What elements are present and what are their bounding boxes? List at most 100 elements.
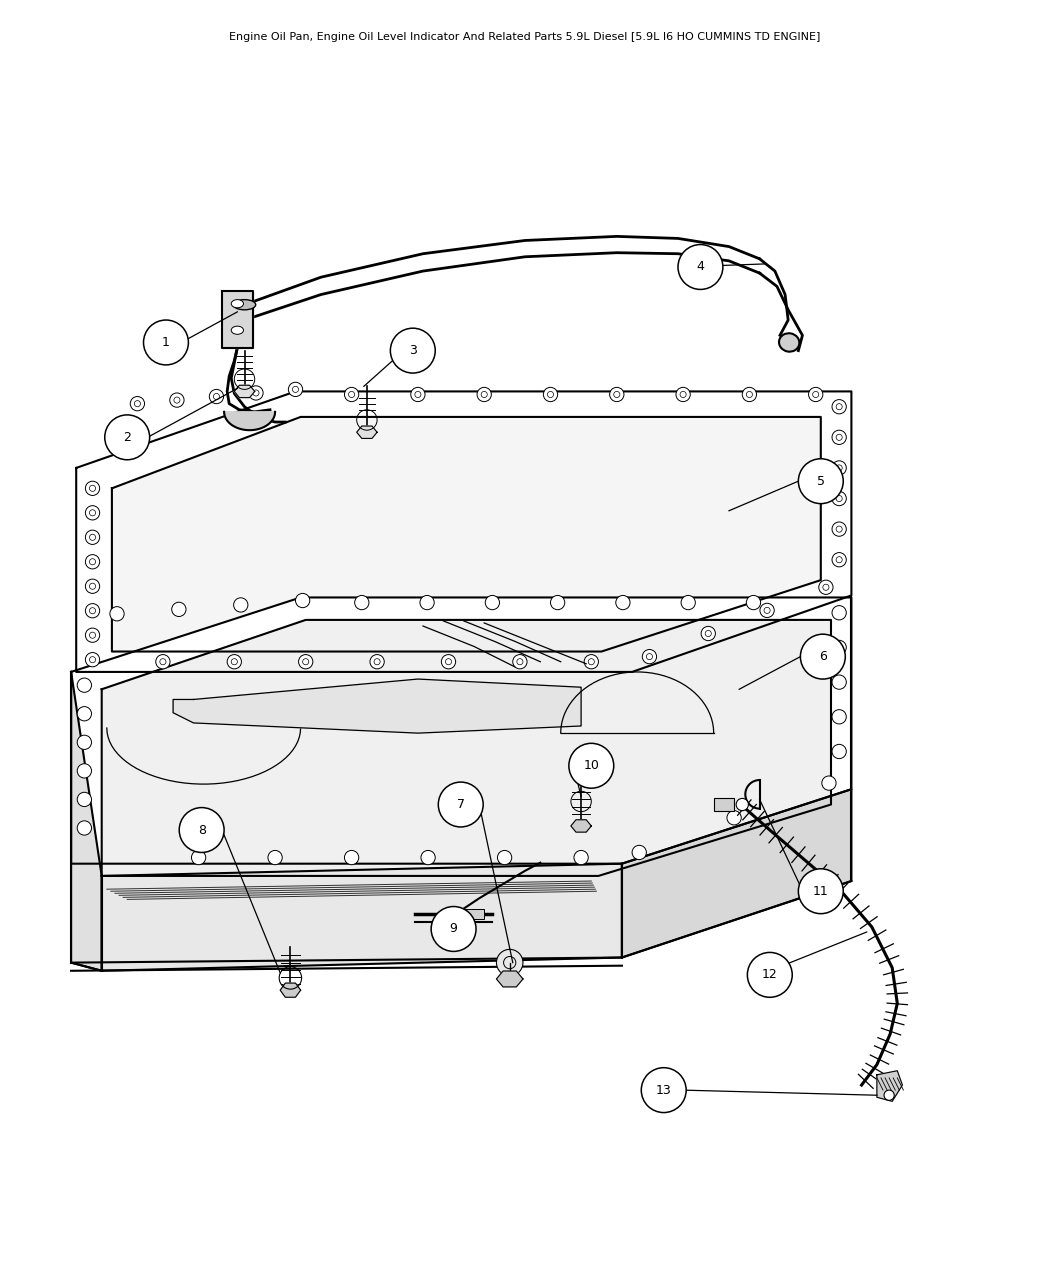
Circle shape: [808, 388, 823, 402]
Circle shape: [172, 602, 186, 617]
Circle shape: [344, 850, 359, 864]
Text: 1: 1: [162, 337, 170, 349]
Circle shape: [110, 607, 124, 621]
Circle shape: [78, 706, 91, 720]
Circle shape: [832, 521, 846, 537]
Circle shape: [209, 389, 224, 404]
Circle shape: [727, 811, 741, 825]
Circle shape: [550, 595, 565, 609]
Text: 5: 5: [817, 474, 825, 487]
Ellipse shape: [233, 300, 256, 310]
Circle shape: [180, 807, 224, 853]
Polygon shape: [234, 385, 255, 398]
Circle shape: [441, 654, 456, 669]
Text: 11: 11: [813, 885, 828, 898]
Circle shape: [742, 388, 757, 402]
Circle shape: [574, 850, 588, 864]
Circle shape: [355, 595, 369, 609]
Circle shape: [798, 459, 843, 504]
Circle shape: [477, 388, 491, 402]
Circle shape: [421, 850, 436, 864]
Circle shape: [676, 388, 690, 402]
Circle shape: [798, 868, 843, 914]
Circle shape: [78, 792, 91, 807]
Text: 9: 9: [449, 923, 458, 936]
Circle shape: [832, 640, 846, 654]
Circle shape: [411, 388, 425, 402]
Polygon shape: [71, 672, 102, 970]
Circle shape: [747, 595, 760, 609]
Circle shape: [832, 460, 846, 476]
Ellipse shape: [231, 300, 244, 307]
Circle shape: [155, 654, 170, 669]
Polygon shape: [77, 391, 852, 672]
Circle shape: [191, 850, 206, 864]
Text: 8: 8: [197, 824, 206, 836]
Polygon shape: [222, 292, 253, 348]
Circle shape: [512, 654, 527, 669]
Circle shape: [85, 653, 100, 667]
Polygon shape: [280, 983, 300, 997]
Circle shape: [249, 386, 264, 400]
Circle shape: [678, 245, 722, 289]
Circle shape: [642, 1067, 686, 1113]
Circle shape: [85, 603, 100, 618]
Circle shape: [344, 388, 359, 402]
Circle shape: [832, 745, 846, 759]
Circle shape: [85, 579, 100, 593]
Circle shape: [130, 397, 145, 411]
Circle shape: [610, 388, 624, 402]
Circle shape: [170, 393, 184, 407]
Circle shape: [85, 506, 100, 520]
Text: 13: 13: [656, 1084, 672, 1096]
Circle shape: [78, 764, 91, 778]
Text: 7: 7: [457, 798, 465, 811]
Polygon shape: [173, 680, 581, 733]
Circle shape: [233, 598, 248, 612]
Polygon shape: [622, 789, 852, 958]
Circle shape: [736, 798, 749, 811]
Circle shape: [85, 530, 100, 544]
Text: 6: 6: [819, 650, 826, 663]
Text: 10: 10: [584, 760, 600, 773]
Polygon shape: [357, 426, 377, 439]
Circle shape: [543, 388, 558, 402]
Circle shape: [832, 399, 846, 414]
Circle shape: [227, 654, 242, 669]
Circle shape: [832, 606, 846, 620]
Polygon shape: [571, 820, 591, 833]
Bar: [714, 798, 734, 811]
Circle shape: [832, 491, 846, 506]
Circle shape: [85, 481, 100, 496]
Circle shape: [268, 850, 282, 864]
Circle shape: [643, 649, 656, 664]
Circle shape: [681, 595, 695, 609]
Polygon shape: [112, 417, 821, 652]
Circle shape: [420, 595, 435, 609]
Text: 12: 12: [762, 969, 778, 982]
Circle shape: [819, 580, 833, 594]
Circle shape: [289, 382, 302, 397]
Circle shape: [105, 414, 150, 460]
Polygon shape: [877, 1071, 902, 1102]
Circle shape: [295, 593, 310, 608]
Circle shape: [497, 950, 523, 975]
Text: Engine Oil Pan, Engine Oil Level Indicator And Related Parts 5.9L Diesel [5.9L I: Engine Oil Pan, Engine Oil Level Indicat…: [229, 32, 821, 42]
Polygon shape: [71, 598, 852, 863]
Circle shape: [760, 603, 774, 617]
Ellipse shape: [231, 326, 244, 334]
Circle shape: [800, 634, 845, 680]
Text: 3: 3: [408, 344, 417, 357]
Circle shape: [78, 821, 91, 835]
Circle shape: [298, 654, 313, 669]
Text: 4: 4: [696, 260, 705, 273]
Polygon shape: [102, 620, 831, 876]
Circle shape: [615, 595, 630, 609]
Polygon shape: [102, 863, 622, 970]
Circle shape: [391, 328, 436, 374]
Circle shape: [78, 736, 91, 750]
Circle shape: [85, 629, 100, 643]
Circle shape: [832, 430, 846, 445]
Circle shape: [144, 320, 188, 365]
Circle shape: [884, 1090, 895, 1100]
